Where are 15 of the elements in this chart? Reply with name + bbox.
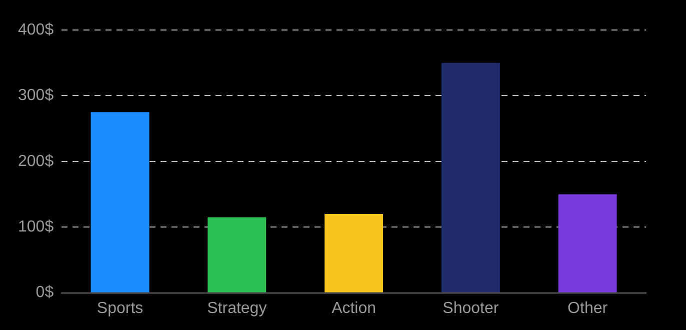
y-tick-label: 100$ [18,218,54,236]
bar [90,112,150,292]
x-tick-label: Other [568,300,608,317]
y-tick-label: 0$ [36,284,54,302]
x-tick-label: Action [332,300,376,317]
y-tick-label: 300$ [18,87,54,104]
y-tick-label: 200$ [18,152,54,170]
bar [208,217,266,292]
bar [558,194,617,292]
x-tick-label: Shooter [442,300,500,317]
bar [324,214,384,292]
x-tick-label: Strategy [207,300,267,317]
y-tick-label: 400$ [18,21,54,38]
x-tick-label: Sports [96,300,144,317]
bar [441,62,500,292]
